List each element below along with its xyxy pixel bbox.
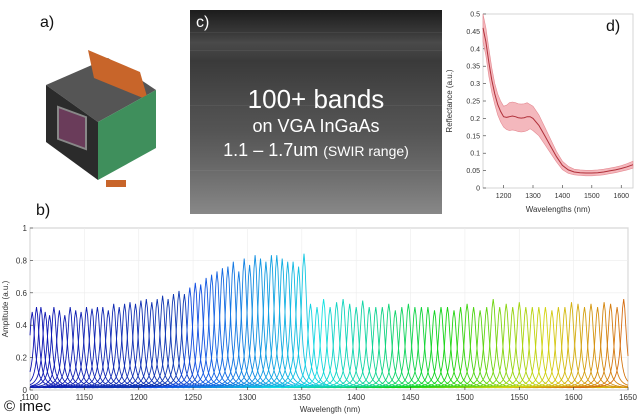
reflectance-x-tick-label: 1300 <box>525 193 541 200</box>
reflectance-y-tick-label: 0 <box>476 186 480 193</box>
panel-label-b: b) <box>36 202 51 219</box>
spectra-y-tick-label: 0 <box>23 386 28 395</box>
reflectance-x-tick-label: 1400 <box>555 193 571 200</box>
spectra-x-tick-label: 1350 <box>293 393 311 402</box>
reflectance-y-tick-label: 0.35 <box>466 64 480 71</box>
reflectance-y-tick-label: 0.2 <box>470 116 480 123</box>
reflectance-x-tick-label: 1600 <box>613 193 629 200</box>
spectra-x-axis-label: Wavelength (nm) <box>300 405 361 414</box>
spectra-y-tick-label: 0.4 <box>16 321 28 330</box>
filter-band-curve <box>574 298 629 389</box>
spectra-x-tick-label: 1200 <box>130 393 148 402</box>
camera-copper-heatsink <box>88 50 148 100</box>
reflectance-x-tick-label: 1200 <box>496 193 512 200</box>
panel-label-d: d) <box>606 18 621 35</box>
spectra-y-tick-label: 1 <box>23 224 28 233</box>
spectra-y-axis-label: Amplitude (a.u.) <box>1 280 10 337</box>
reflectance-y-tick-label: 0.45 <box>466 29 480 36</box>
sensor-type-text: on VGA InGaAs <box>252 116 380 136</box>
reflectance-y-tick-label: 0.5 <box>470 12 480 19</box>
reflectance-chart: 1200 1300 1400 1500 1600 0 0.05 0.1 0.15 0.2 0.25 0… <box>445 12 634 214</box>
copyright-notice: © imec <box>4 398 51 415</box>
reflectance-x-tick-label: 1500 <box>584 193 600 200</box>
reflectance-y-tick-label: 0.4 <box>470 46 480 53</box>
reflectance-x-axis-label: Wavelengths (nm) <box>526 205 591 214</box>
spectra-y-tick-label: 0.6 <box>16 289 28 298</box>
spectra-x-tick-label: 1650 <box>619 393 637 402</box>
camera-connector <box>106 180 126 187</box>
camera-sensor-window <box>57 105 87 151</box>
wavelength-range-main: 1.1 – 1.7um <box>223 140 319 160</box>
spectra-y-tick-label: 0.2 <box>16 354 28 363</box>
spectra-x-tick-label: 1250 <box>184 393 202 402</box>
reflectance-y-tick-label: 0.1 <box>470 151 480 158</box>
spectra-x-tick-label: 1100 <box>21 393 39 402</box>
camera-side-pcb <box>98 90 156 180</box>
reflectance-plot-area <box>482 13 634 189</box>
spectra-x-tick-label: 1550 <box>510 393 528 402</box>
reflectance-y-axis-label: Reflectance (a.u.) <box>445 69 454 132</box>
spectra-y-tick-label: 0.8 <box>16 256 28 265</box>
spectra-x-tick-label: 1500 <box>456 393 474 402</box>
spectra-x-tick-label: 1600 <box>565 393 583 402</box>
wavelength-range-sub: (SWIR range) <box>323 143 409 159</box>
reflectance-uncertainty-band <box>482 13 634 177</box>
reflectance-y-tick-label: 0.15 <box>466 133 480 140</box>
wavelength-range-text: 1.1 – 1.7um (SWIR range) <box>190 140 442 161</box>
sensor-image-panel: c) 100+ bands on VGA InGaAs 1.1 – 1.7um … <box>190 10 442 214</box>
camera-module-illustration <box>46 50 156 187</box>
reflectance-y-tick-label: 0.3 <box>470 81 480 88</box>
bands-headline: 100+ bands <box>247 84 385 114</box>
reflectance-y-tick-label: 0.05 <box>466 168 480 175</box>
spectra-x-tick-label: 1150 <box>76 393 94 402</box>
reflectance-y-tick-label: 0.25 <box>466 99 480 106</box>
spectra-x-tick-label: 1400 <box>347 393 365 402</box>
spectra-x-tick-label: 1450 <box>402 393 420 402</box>
panel-label-a: a) <box>40 14 55 31</box>
reflectance-mean-line <box>482 27 634 174</box>
filter-spectra-chart: 1100 1150 1200 1250 1300 1350 1400 1450 1500 1550… <box>1 224 637 414</box>
panel-label-c: c) <box>196 14 210 31</box>
spectra-x-tick-label: 1300 <box>239 393 257 402</box>
